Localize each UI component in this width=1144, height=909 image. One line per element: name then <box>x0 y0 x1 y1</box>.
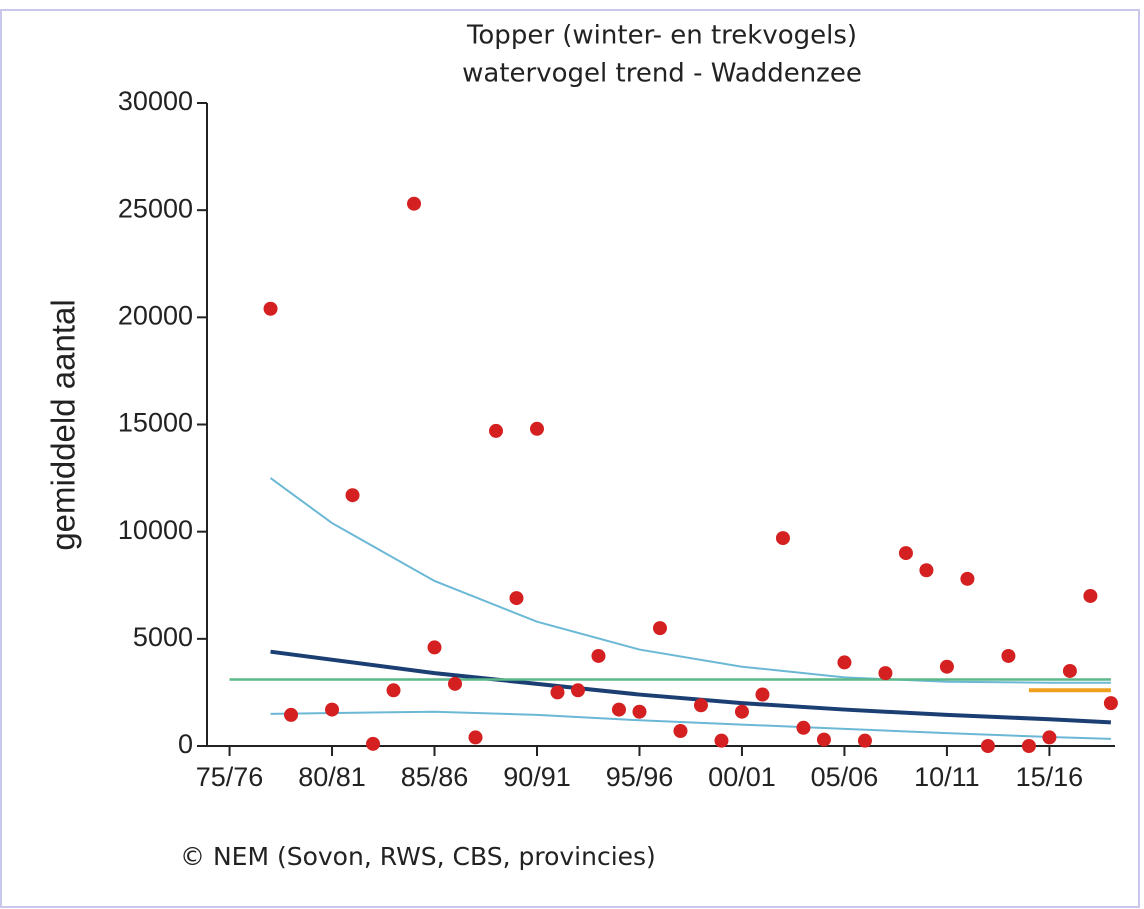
data-point <box>570 683 585 698</box>
data-point <box>919 563 934 578</box>
x-tick-label: 00/01 <box>708 762 776 792</box>
x-tick-label: 75/76 <box>196 762 264 792</box>
data-point <box>611 702 626 717</box>
data-point <box>407 196 422 211</box>
data-point <box>366 736 381 751</box>
data-point <box>816 732 831 747</box>
data-point <box>796 720 811 735</box>
data-point <box>591 648 606 663</box>
data-point <box>1083 588 1098 603</box>
data-point <box>734 704 749 719</box>
data-point <box>980 739 995 753</box>
data-point <box>509 591 524 606</box>
data-point <box>837 655 852 670</box>
data-point <box>652 621 667 636</box>
data-point <box>448 676 463 691</box>
data-point <box>1042 730 1057 745</box>
y-tick-label: 30000 <box>118 86 193 116</box>
x-tick-label: 95/96 <box>606 762 674 792</box>
data-point <box>693 698 708 713</box>
data-point <box>1103 696 1118 711</box>
trend-line <box>269 477 1111 684</box>
y-axis-label: gemiddeld aantal <box>45 299 82 550</box>
x-tick-label: 90/91 <box>503 762 571 792</box>
data-point <box>345 488 360 503</box>
chart-subtitle: watervogel trend - Waddenzee <box>462 59 862 89</box>
x-tick-label: 05/06 <box>811 762 879 792</box>
data-point <box>529 421 544 436</box>
data-point <box>284 707 299 722</box>
data-point <box>775 531 790 546</box>
y-tick-label: 20000 <box>118 300 193 330</box>
source-note: © NEM (Sovon, RWS, CBS, provincies) <box>180 842 656 871</box>
data-point <box>1001 648 1016 663</box>
data-point <box>1021 739 1036 753</box>
x-tick-label: 85/86 <box>401 762 469 792</box>
data-point <box>898 546 913 561</box>
trend-line <box>270 649 1112 725</box>
trend-line <box>270 710 1111 740</box>
data-point <box>755 687 770 702</box>
data-point <box>878 666 893 681</box>
x-tick-label: 80/81 <box>298 762 366 792</box>
y-tick-label: 10000 <box>118 515 193 545</box>
data-point <box>939 659 954 674</box>
data-point <box>263 301 278 316</box>
y-tick-label: 0 <box>178 729 193 759</box>
data-point <box>468 730 483 745</box>
y-tick-label: 5000 <box>133 622 193 652</box>
data-point <box>857 733 872 748</box>
data-point <box>325 702 340 717</box>
data-point <box>632 704 647 719</box>
data-point <box>550 685 565 700</box>
data-point <box>386 683 401 698</box>
data-point <box>714 733 729 748</box>
data-point <box>1062 663 1077 678</box>
frame <box>0 9 1140 908</box>
x-tick-label: 10/11 <box>914 762 980 792</box>
data-point <box>489 423 504 438</box>
x-tick-label: 15/16 <box>1016 762 1084 792</box>
data-point <box>427 640 442 655</box>
data-point <box>673 723 688 738</box>
y-tick-label: 25000 <box>118 193 193 223</box>
data-point <box>960 571 975 586</box>
chart-title: Topper (winter- en trekvogels) <box>466 21 857 51</box>
y-tick-label: 15000 <box>118 408 193 438</box>
